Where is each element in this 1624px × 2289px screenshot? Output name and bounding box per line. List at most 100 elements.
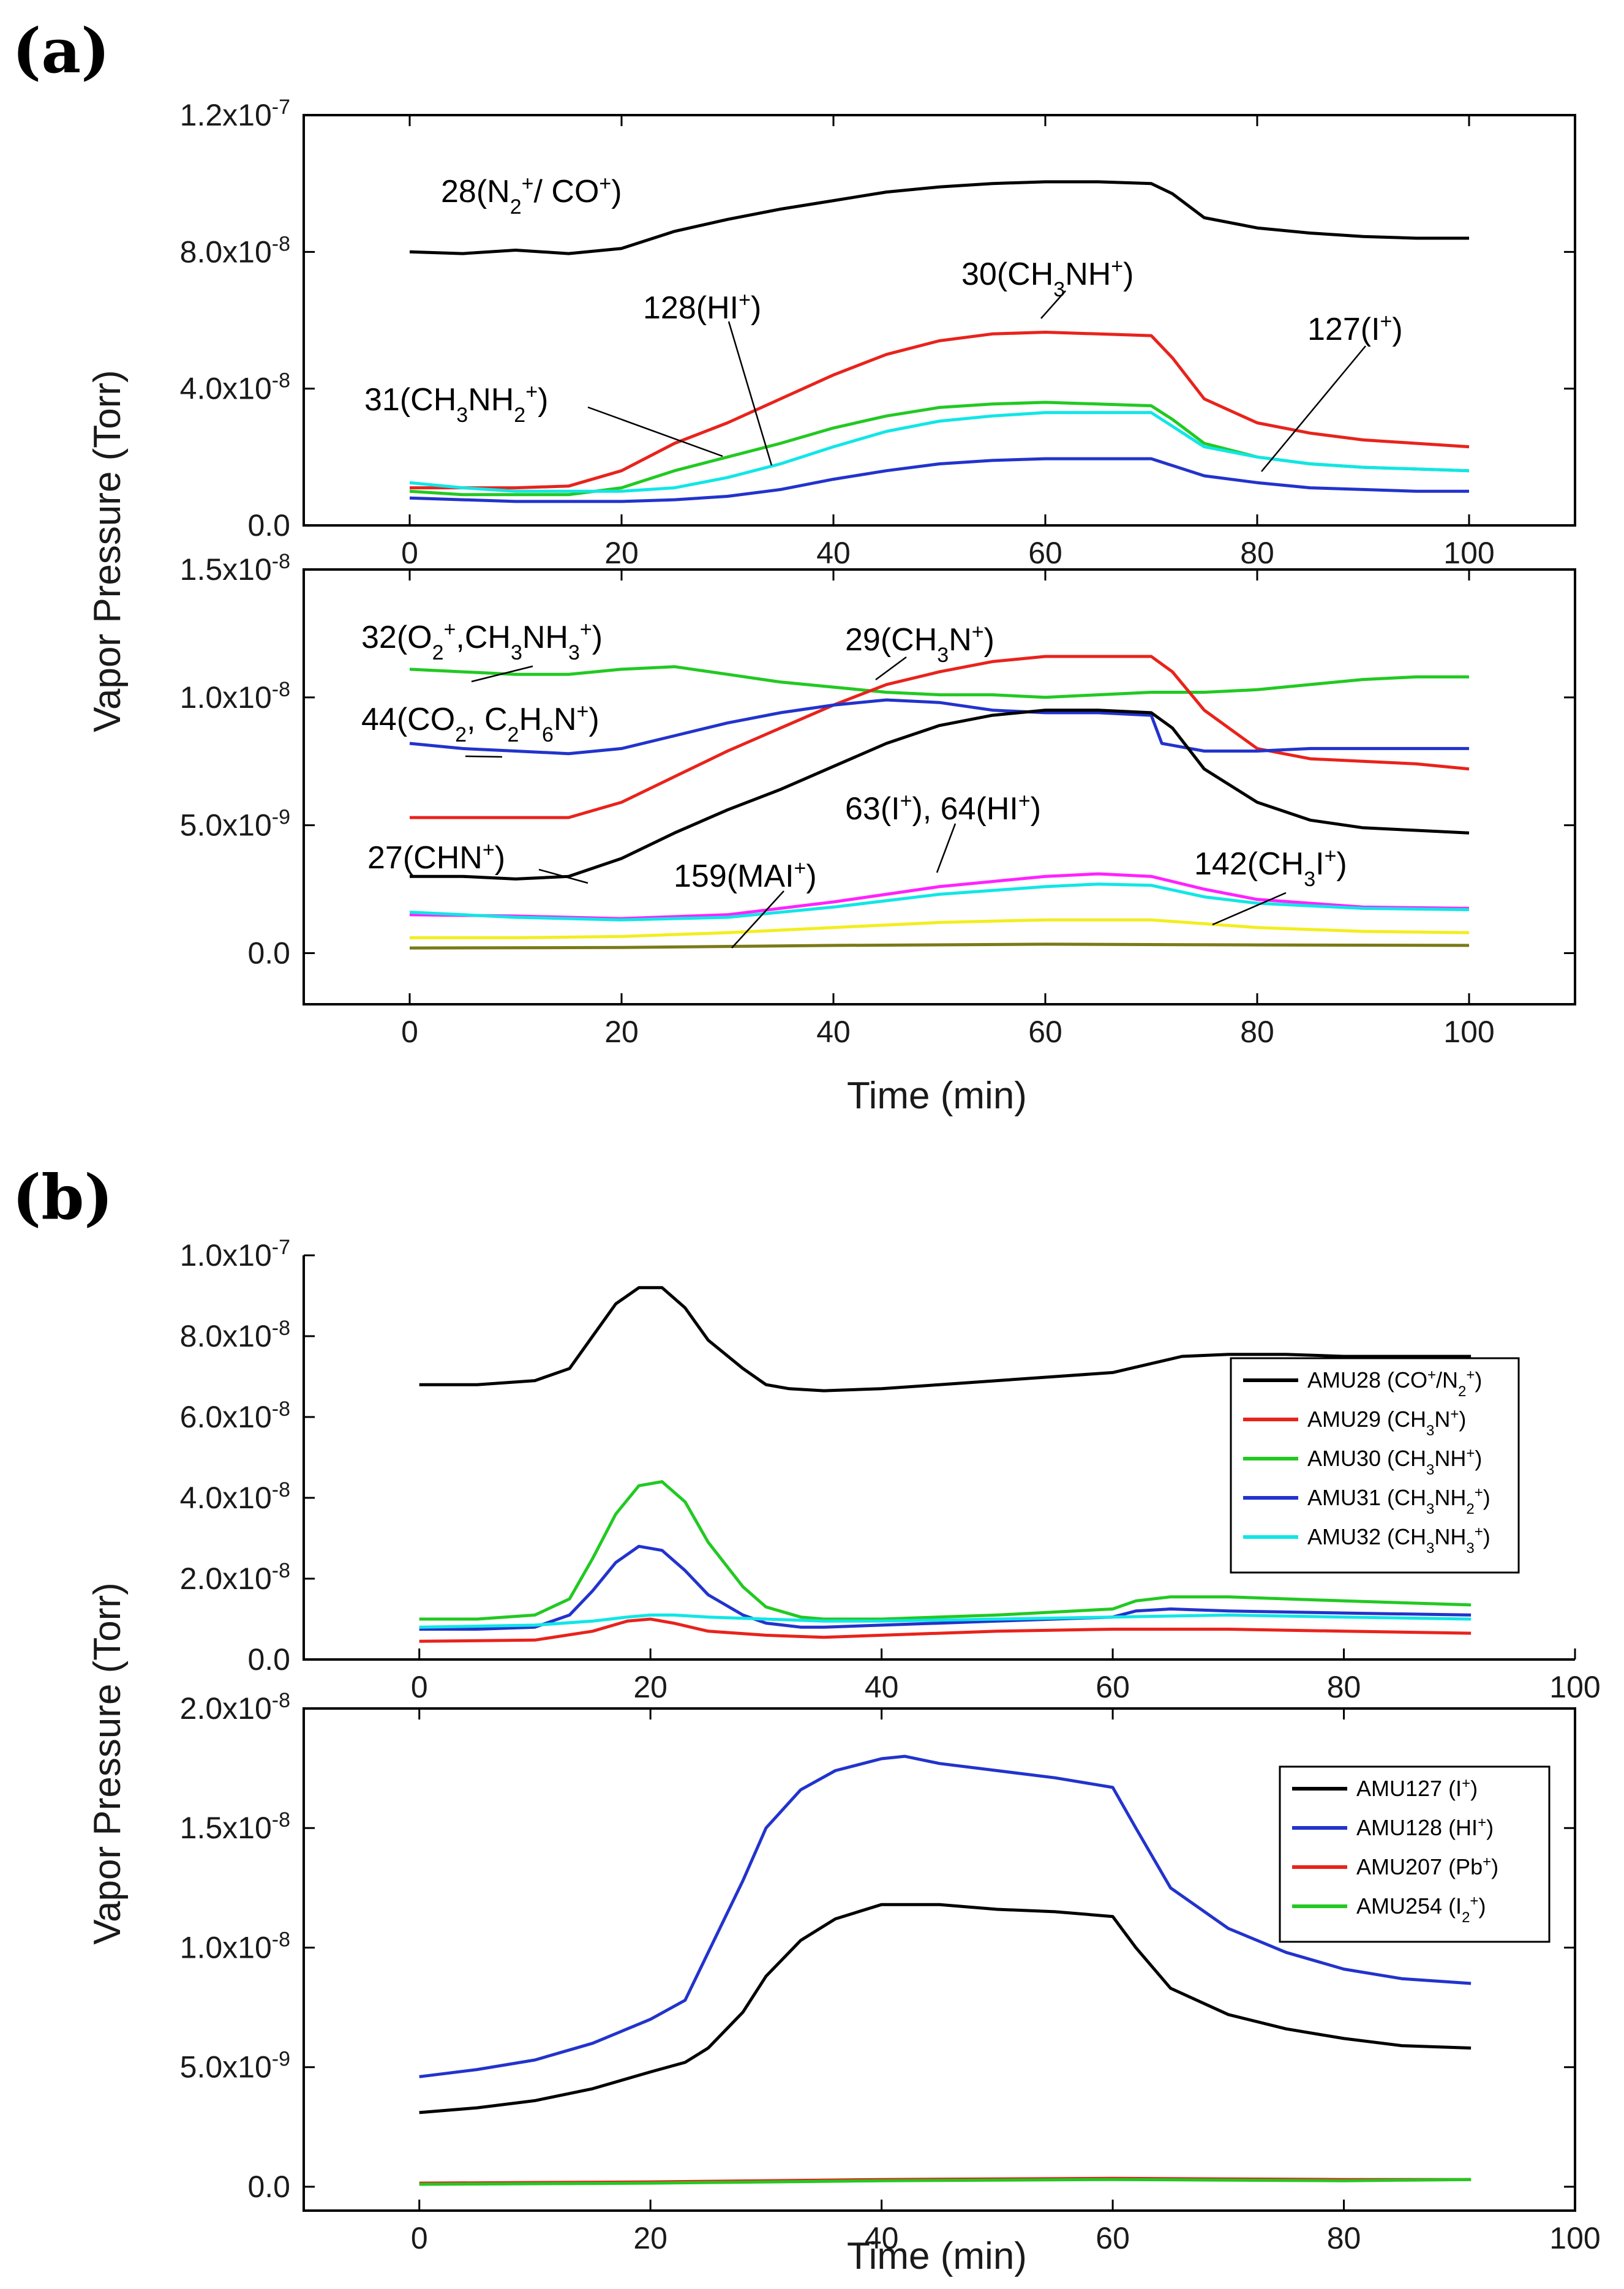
- series-line-4: [409, 457, 1469, 503]
- x-tick-label: 60: [1028, 1015, 1062, 1049]
- chart-b_top: 0 20 40 60 80 100 0.0 2.0x10-8 4.0x10-8 6.0x10-8 8…: [180, 1236, 1601, 1704]
- y-tick-label: 5.0x10-9: [180, 806, 290, 843]
- x-tick-label: 80: [1240, 536, 1274, 570]
- legend-box: [1279, 1765, 1551, 1943]
- x-tick-label: 100: [1549, 2221, 1600, 2255]
- y-tick-label: 0.0: [247, 1642, 290, 1677]
- ylabel-a: Vapor Pressure (Torr): [86, 370, 129, 732]
- x-tick-label: 100: [1549, 1670, 1600, 1704]
- x-tick-label: 60: [1096, 2221, 1130, 2255]
- chart-a_bottom: 0 20 40 60 80 100 0.0 5.0x10-9 1.0x10-8 1.5x10-8 3…: [180, 550, 1576, 1049]
- y-tick-label: 0.0: [247, 508, 290, 543]
- x-tick-label: 40: [816, 536, 851, 570]
- legend-entry: AMU30 (CH3NH+): [1307, 1445, 1482, 1478]
- y-tick-label: 6.0x10-8: [180, 1397, 290, 1434]
- x-tick-label: 60: [1096, 1670, 1130, 1704]
- series-line-3: [419, 2178, 1472, 2186]
- series-line-1: [410, 655, 1470, 819]
- legend-entry: AMU28 (CO+/N2+): [1307, 1367, 1482, 1400]
- plot-frame: [303, 568, 1576, 1005]
- y-tick-label: 1.5x10-8: [180, 1808, 290, 1845]
- annotation-leader: [936, 823, 957, 873]
- annotation-label: 63(I+), 64(HI+): [845, 789, 1041, 827]
- x-tick-label: 0: [411, 2221, 428, 2255]
- y-tick-label: 5.0x10-9: [180, 2048, 290, 2084]
- series-line-3: [409, 411, 1470, 493]
- series-line-0: [409, 665, 1469, 699]
- series-line-0: [409, 180, 1469, 255]
- series-line-1: [410, 331, 1470, 490]
- annotation-label: 28(N2+/ CO+): [441, 172, 622, 219]
- series-line-2: [409, 698, 1469, 756]
- xlabel-a: Time (min): [847, 1075, 1027, 1117]
- y-tick-label: 1.0x10-7: [180, 1236, 290, 1272]
- y-tick-label: 0.0: [247, 2170, 290, 2204]
- annotation-label: 128(HI+): [643, 288, 761, 326]
- panel-a-label: (a): [12, 15, 110, 87]
- annotation-label: 32(O2+,CH3NH3+): [361, 618, 603, 664]
- x-tick-label: 40: [865, 2221, 899, 2255]
- y-tick-label: 1.0x10-8: [180, 1928, 290, 1964]
- series-line-7: [409, 942, 1470, 950]
- x-tick-label: 0: [401, 1015, 418, 1049]
- annotation-leader: [587, 406, 723, 457]
- x-tick-label: 40: [816, 1015, 851, 1049]
- series-line-0: [419, 1286, 1472, 1393]
- legend-entry: AMU254 (I2+): [1356, 1893, 1486, 1926]
- plot-frame: [303, 1707, 1576, 2212]
- annotation-label: 27(CHN+): [367, 838, 505, 876]
- x-tick-label: 100: [1443, 536, 1494, 570]
- series-line-3: [410, 709, 1470, 881]
- chart-a_top: 0 20 40 60 80 100 0.0 4.0x10-8 8.0x10-8 1.2x10-7 2…: [180, 96, 1576, 570]
- annotation-leader: [471, 665, 533, 683]
- panel-b-label: (b): [12, 1161, 113, 1233]
- legend-entry: AMU32 (CH3NH3+): [1307, 1524, 1491, 1557]
- annotation-leader: [727, 321, 773, 466]
- legend-entry: AMU29 (CH3N+): [1307, 1406, 1466, 1439]
- x-tick-label: 0: [411, 1670, 428, 1704]
- annotation-label: 29(CH3N+): [845, 620, 994, 667]
- y-tick-label: 1.5x10-8: [180, 550, 290, 587]
- annotation-label: 142(CH3I+): [1194, 844, 1347, 891]
- x-tick-label: 20: [633, 2221, 667, 2255]
- annotation-leader: [1261, 345, 1366, 472]
- xlabel-b: Time (min): [847, 2235, 1027, 2277]
- plot-frame: [303, 114, 1576, 527]
- annotation-leader: [1040, 290, 1066, 319]
- annotation-leader: [1212, 892, 1287, 926]
- legend-entry: AMU128 (HI+): [1356, 1814, 1494, 1841]
- y-tick-label: 2.0x10-8: [180, 1689, 290, 1726]
- x-tick-label: 80: [1240, 1015, 1274, 1049]
- annotation-label: 127(I+): [1307, 310, 1403, 347]
- annotation-leader: [465, 755, 503, 758]
- series-line-1: [419, 1617, 1472, 1643]
- plots: 0 20 40 60 80 100 0.0 4.0x10-8 8.0x10-8 1.2x10-7 2…: [180, 96, 1601, 2255]
- chart-b_bottom: 0 20 40 60 80 100 0.0 5.0x10-9 1.0x10-8 1.5x10-8 2…: [180, 1689, 1601, 2255]
- legend-entry: AMU207 (Pb+): [1356, 1854, 1498, 1880]
- x-tick-label: 80: [1327, 2221, 1361, 2255]
- annotation-leader: [538, 868, 588, 884]
- annotation-label: 31(CH3NH2+): [364, 380, 548, 427]
- series-line-2: [419, 1480, 1472, 1621]
- series-line-6: [410, 918, 1470, 939]
- y-tick-label: 4.0x10-8: [180, 369, 290, 406]
- ylabel-b: Vapor Pressure (Torr): [86, 1582, 129, 1944]
- annotation-leader: [731, 890, 784, 949]
- annotation-leader: [875, 656, 907, 681]
- y-tick-label: 2.0x10-8: [180, 1559, 290, 1596]
- x-tick-label: 20: [604, 536, 639, 570]
- annotation-label: 44(CO2, C2H6N+): [361, 700, 600, 746]
- y-tick-label: 4.0x10-8: [180, 1478, 290, 1515]
- annotation-label: 159(MAI+): [674, 857, 817, 894]
- y-tick-label: 1.2x10-7: [180, 96, 290, 132]
- x-tick-label: 0: [401, 536, 418, 570]
- series-line-5: [409, 882, 1470, 922]
- x-tick-label: 20: [604, 1015, 639, 1049]
- x-tick-label: 40: [865, 1670, 899, 1704]
- y-tick-label: 1.0x10-8: [180, 678, 290, 715]
- x-tick-label: 60: [1028, 536, 1062, 570]
- legend-entry: AMU127 (I+): [1356, 1775, 1478, 1802]
- series-line-0: [419, 1903, 1472, 2114]
- legend-entry: AMU31 (CH3NH2+): [1307, 1484, 1491, 1517]
- x-tick-label: 100: [1443, 1015, 1494, 1049]
